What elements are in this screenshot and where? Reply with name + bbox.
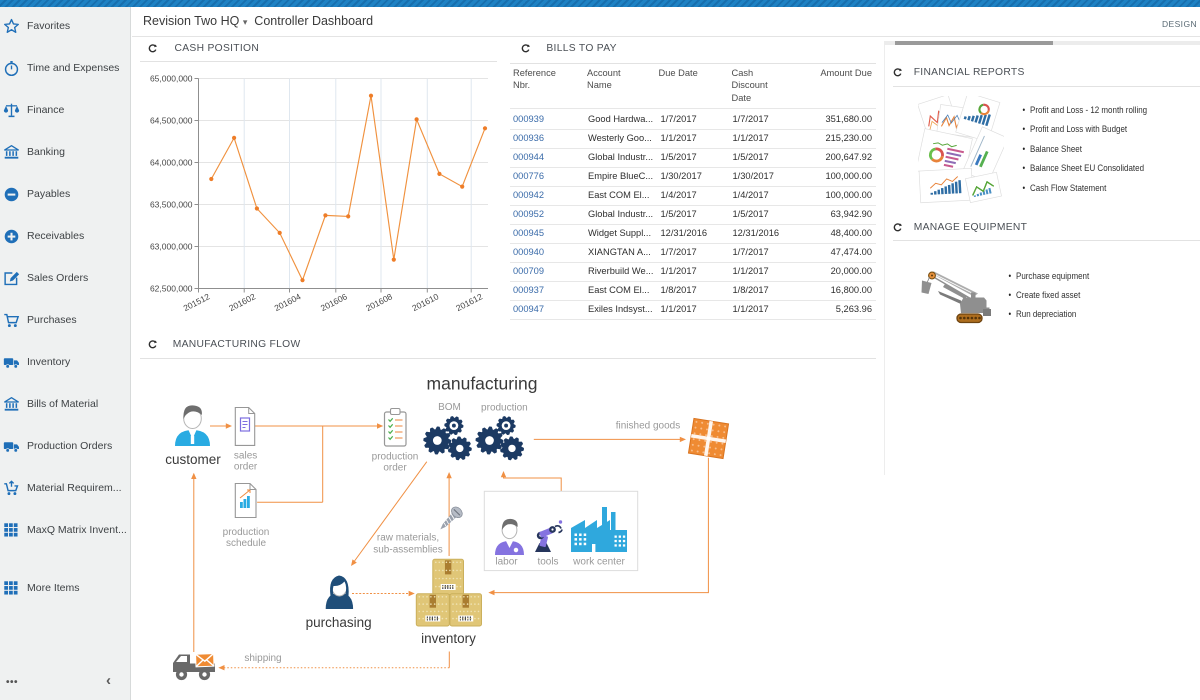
svg-text:64,000,000: 64,000,000 bbox=[150, 158, 193, 168]
svg-text:order: order bbox=[383, 463, 407, 474]
svg-text:63,000,000: 63,000,000 bbox=[150, 242, 193, 252]
svg-text:201602: 201602 bbox=[227, 291, 257, 313]
svg-text:sales: sales bbox=[234, 451, 257, 462]
svg-text:201604: 201604 bbox=[273, 291, 303, 313]
svg-text:201612: 201612 bbox=[454, 291, 484, 313]
svg-text:shipping: shipping bbox=[244, 653, 281, 664]
svg-text:manufacturing: manufacturing bbox=[427, 374, 538, 394]
svg-text:raw materials,: raw materials, bbox=[377, 533, 439, 544]
svg-text:schedule: schedule bbox=[226, 538, 266, 549]
svg-text:201512: 201512 bbox=[182, 291, 212, 313]
svg-text:production: production bbox=[223, 527, 270, 538]
svg-text:201610: 201610 bbox=[410, 291, 440, 313]
svg-text:sub-assemblies: sub-assemblies bbox=[373, 545, 442, 556]
svg-text:labor: labor bbox=[495, 557, 518, 568]
svg-text:work center: work center bbox=[572, 557, 625, 568]
svg-text:201606: 201606 bbox=[319, 291, 349, 313]
svg-text:production: production bbox=[481, 403, 528, 414]
svg-text:customer: customer bbox=[165, 452, 221, 467]
svg-text:63,500,000: 63,500,000 bbox=[150, 200, 193, 210]
svg-text:65,000,000: 65,000,000 bbox=[150, 74, 193, 84]
svg-text:production: production bbox=[372, 452, 419, 463]
svg-text:purchasing: purchasing bbox=[306, 615, 372, 630]
svg-text:finished goods: finished goods bbox=[616, 421, 681, 432]
svg-text:64,500,000: 64,500,000 bbox=[150, 116, 193, 126]
svg-text:BOM: BOM bbox=[438, 402, 461, 413]
svg-text:tools: tools bbox=[537, 557, 558, 568]
svg-text:order: order bbox=[234, 462, 258, 473]
svg-text:201608: 201608 bbox=[364, 291, 394, 313]
svg-text:62,500,000: 62,500,000 bbox=[150, 284, 193, 294]
svg-text:inventory: inventory bbox=[421, 631, 476, 646]
